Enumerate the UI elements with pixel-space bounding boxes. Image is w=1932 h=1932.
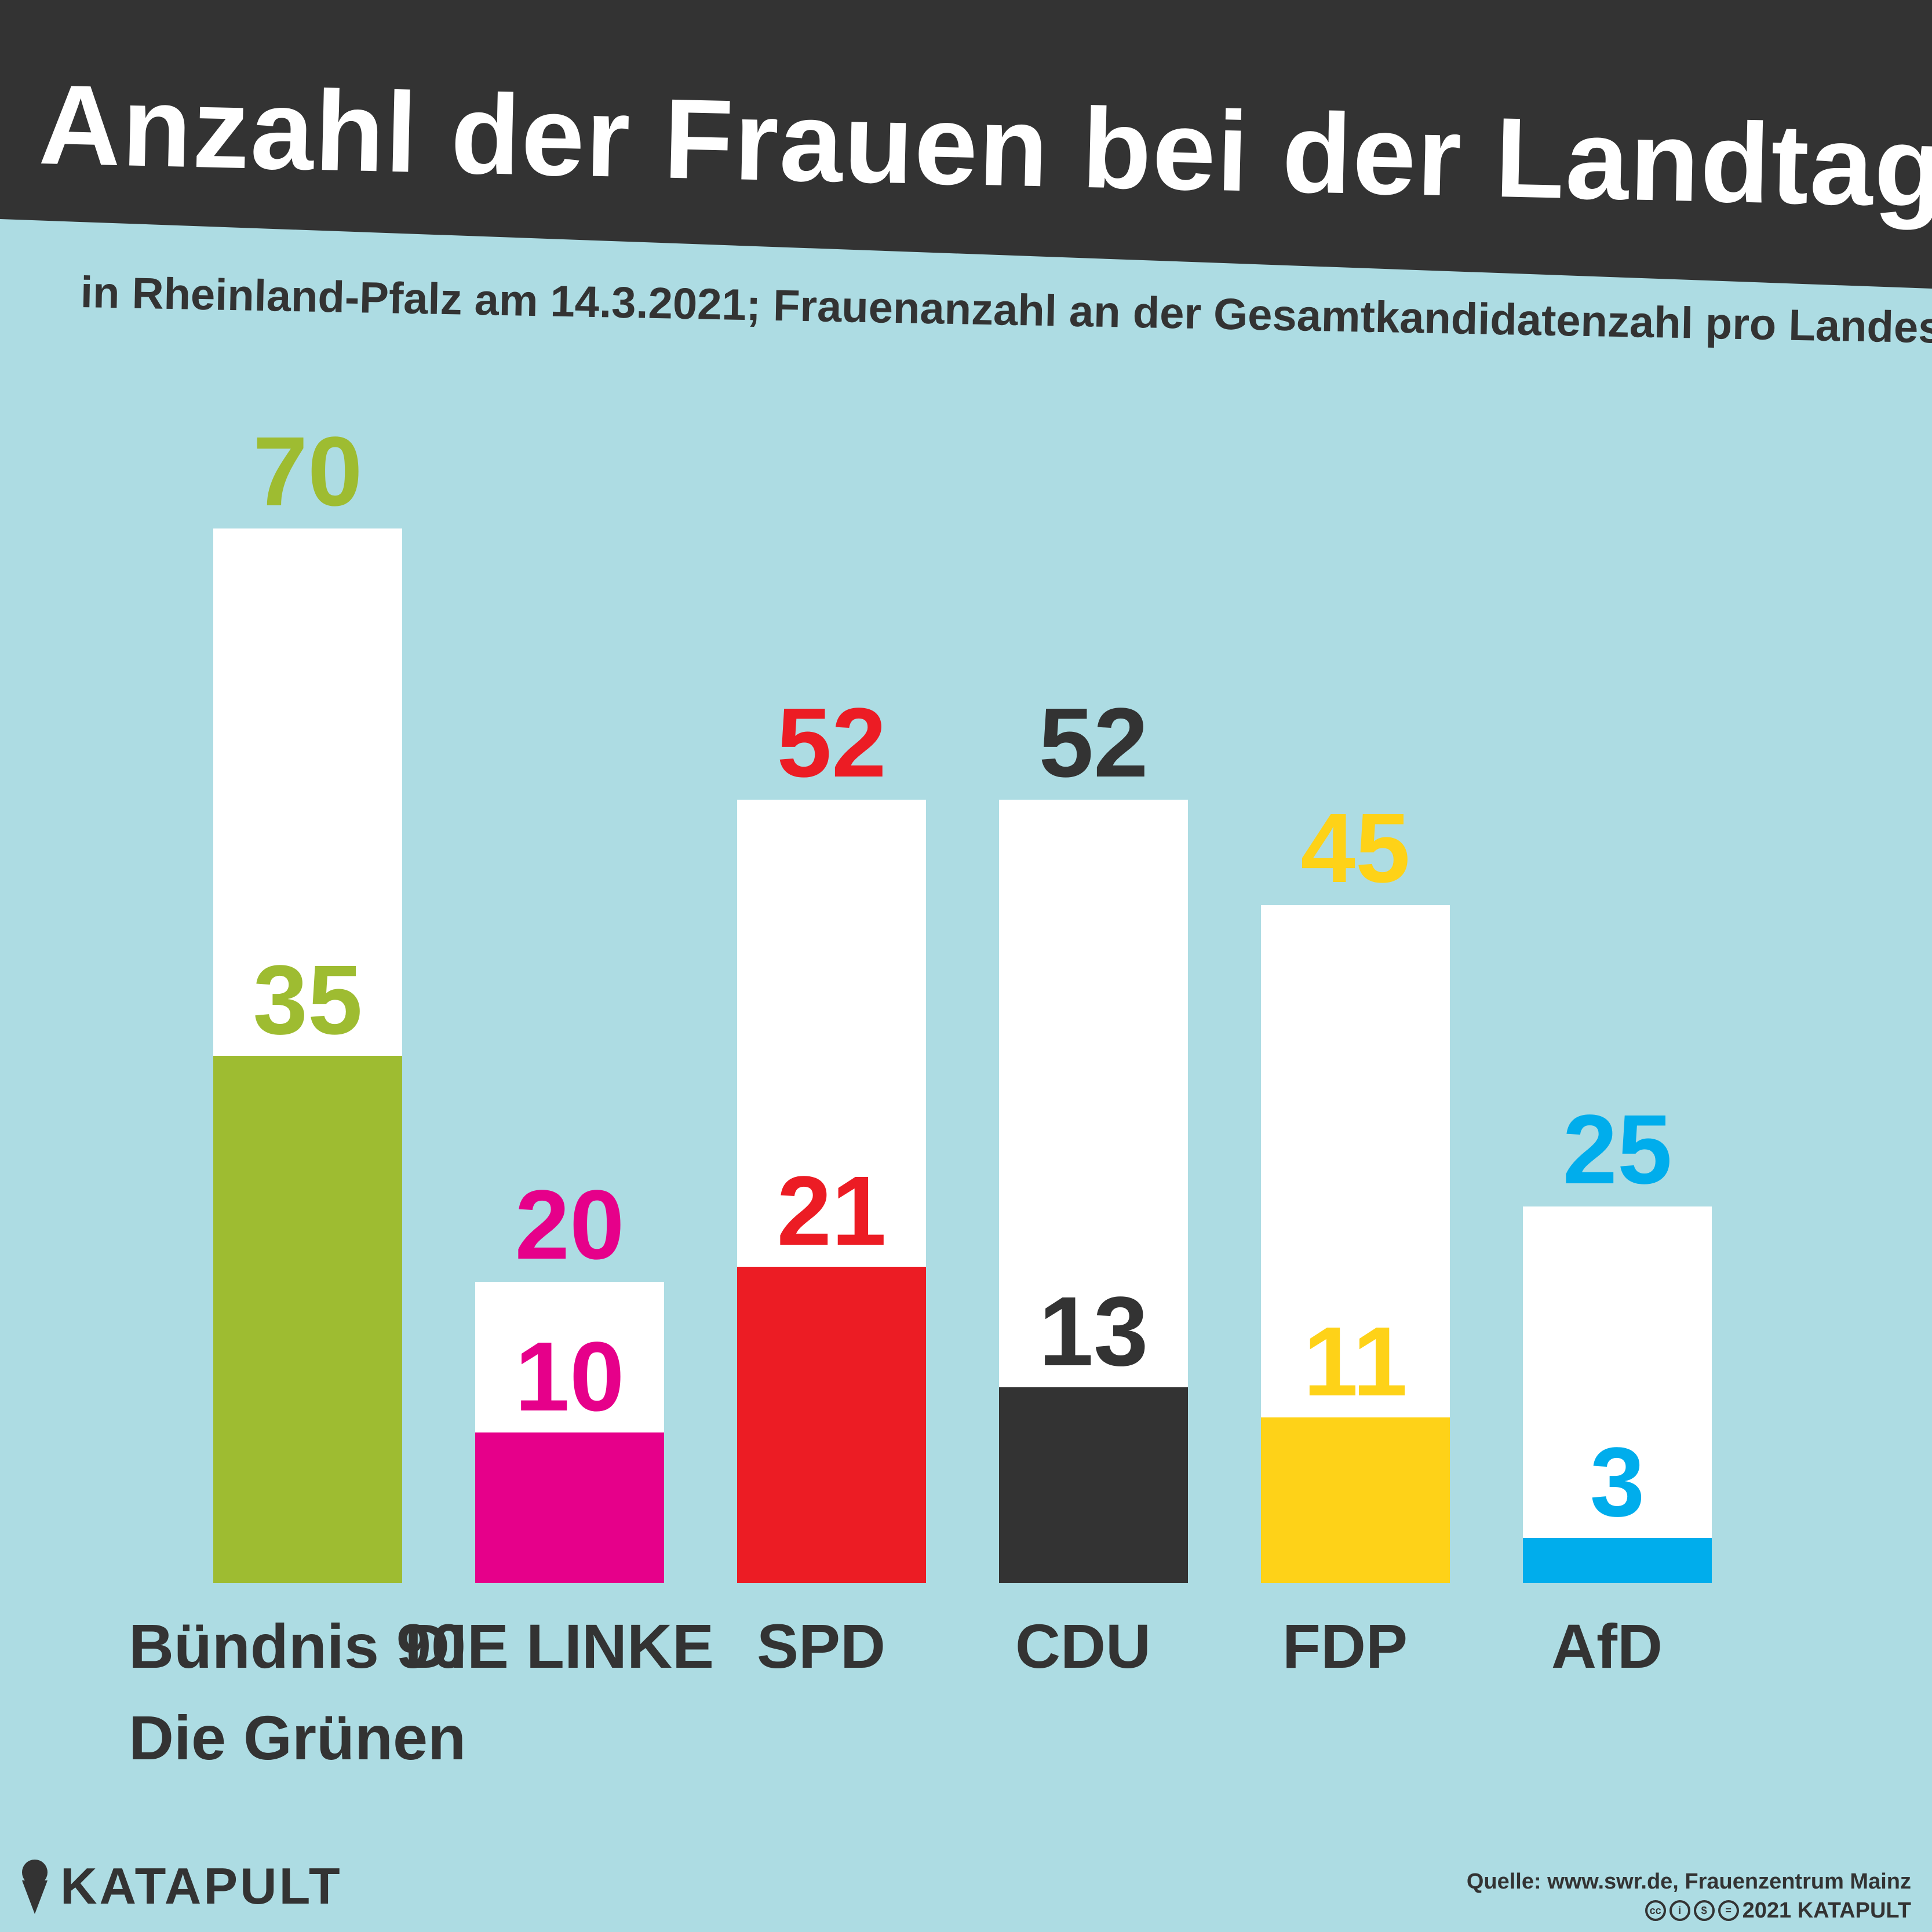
bar-women xyxy=(475,1432,664,1583)
label-women: 13 xyxy=(1038,1277,1148,1387)
bar-women xyxy=(737,1267,926,1583)
bar-chart: 70 35 Bündnis 90 Die Grünen 20 10 DIE LINKE 52 2… xyxy=(129,417,1712,1773)
cc-icon: cc xyxy=(1645,1900,1666,1921)
license-text: 2021 KATAPULT xyxy=(1742,1898,1911,1923)
title-band xyxy=(0,0,1932,289)
label-women: 10 xyxy=(515,1322,624,1432)
license-row: cc i $ = 2021 KATAPULT xyxy=(1467,1896,1911,1925)
bar-total xyxy=(1523,1206,1712,1583)
category-label: CDU xyxy=(1015,1611,1151,1681)
bar-women xyxy=(999,1387,1188,1583)
source-text: Quelle: www.swr.de, Frauenzentrum Mainz xyxy=(1466,1869,1911,1894)
category-label: SPD xyxy=(757,1611,885,1681)
label-women: 11 xyxy=(1303,1307,1408,1417)
label-total: 20 xyxy=(515,1170,624,1280)
bar-women xyxy=(1261,1417,1450,1583)
label-women: 3 xyxy=(1590,1427,1645,1537)
brand-name: KATAPULT xyxy=(60,1857,342,1915)
label-women: 35 xyxy=(253,945,362,1055)
label-women: 21 xyxy=(777,1156,886,1266)
label-total: 45 xyxy=(1300,793,1410,903)
category-label: DIE LINKE xyxy=(404,1611,714,1681)
cc-nd-icon: = xyxy=(1718,1900,1739,1921)
cc-nc-icon: $ xyxy=(1693,1900,1715,1921)
source-note: Quelle: www.swr.de, Frauenzentrum Mainz … xyxy=(1467,1867,1911,1925)
label-total: 70 xyxy=(253,417,362,527)
category-label: Die Grünen xyxy=(129,1703,466,1773)
brand-logo: KATAPULT xyxy=(17,1854,342,1918)
label-total: 52 xyxy=(777,688,886,798)
label-total: 52 xyxy=(1038,688,1148,798)
cc-by-icon: i xyxy=(1669,1900,1690,1921)
bar-women xyxy=(1523,1538,1712,1583)
bar-women xyxy=(213,1056,402,1583)
label-total: 25 xyxy=(1562,1095,1672,1205)
ice-cream-logo-icon xyxy=(22,1860,48,1914)
category-label: Bündnis 90 xyxy=(129,1611,466,1681)
category-label: AfD xyxy=(1551,1611,1663,1681)
category-label: FDP xyxy=(1282,1611,1408,1681)
